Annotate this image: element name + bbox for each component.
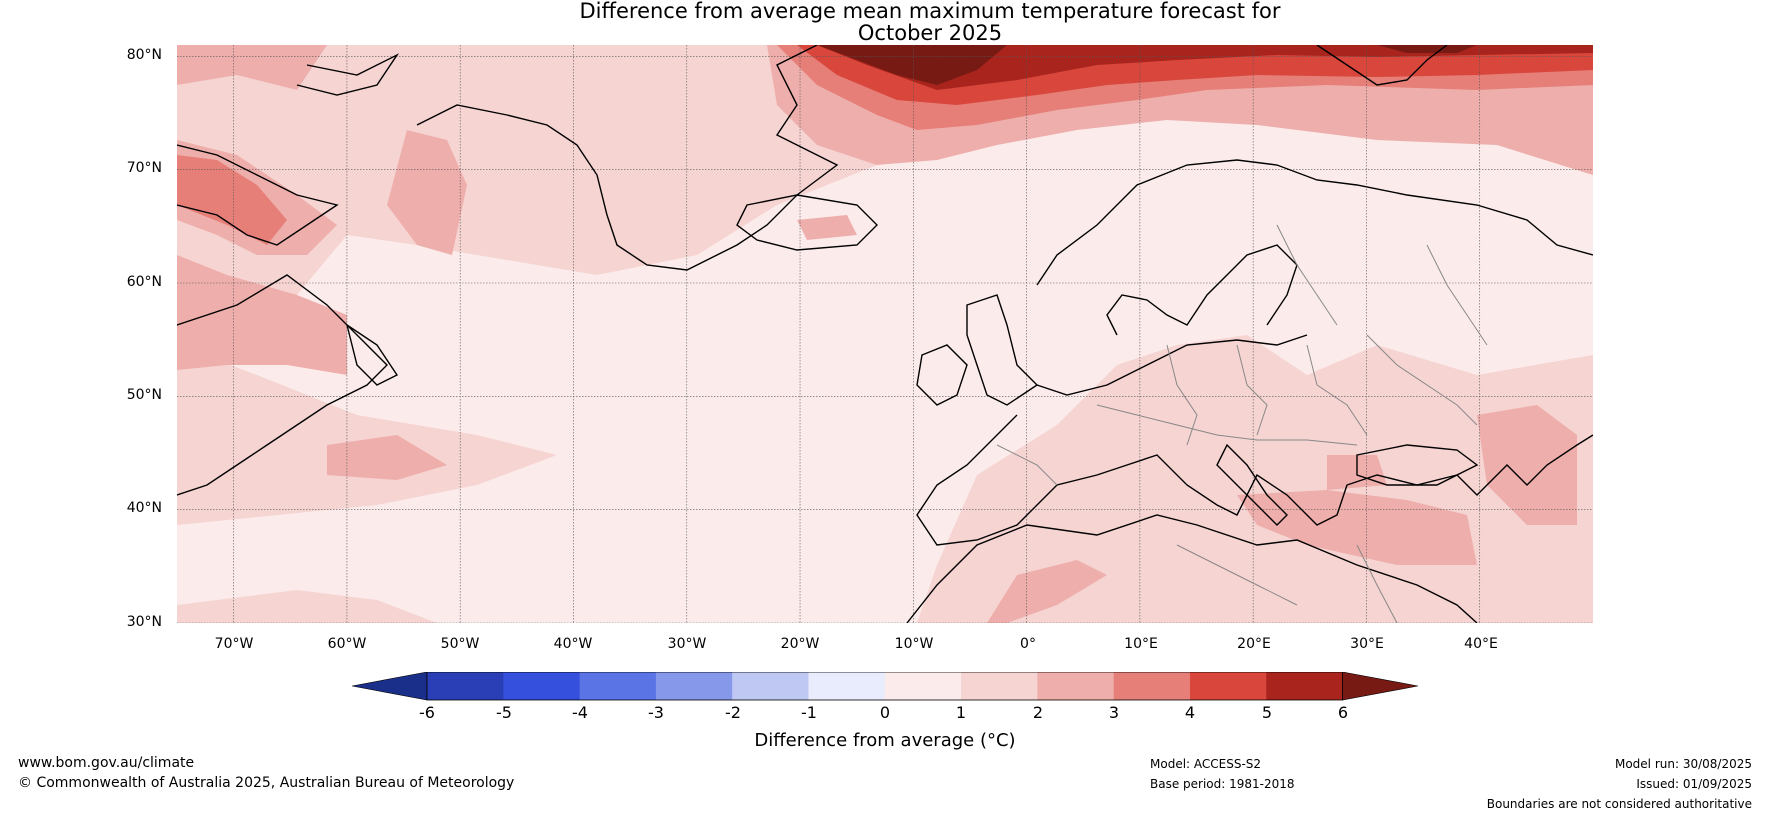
colorbar-tick-4: 4 — [1184, 703, 1196, 722]
country-borders — [996, 224, 1488, 623]
colorbar-segment — [808, 672, 886, 700]
colorbar-tick-6: 6 — [1337, 703, 1349, 722]
lon-label-60w: 60°W — [327, 636, 367, 652]
lon-label-70w: 70°W — [214, 636, 254, 652]
colorbar-tick-neg6: -6 — [419, 703, 435, 722]
disclaimer-text: Boundaries are not considered authoritat… — [1486, 797, 1752, 811]
lon-label-10w: 10°W — [894, 636, 934, 652]
colorbar-tick-neg3: -3 — [648, 703, 664, 722]
base-period-text: Base period: 1981-2018 — [1150, 777, 1295, 791]
colorbar-segment — [1266, 672, 1344, 700]
lat-label-80n: 80°N — [126, 47, 162, 63]
lon-label-0: 0° — [1020, 636, 1036, 652]
lat-label-70n: 70°N — [126, 160, 162, 176]
lat-label-50n: 50°N — [126, 387, 162, 403]
model-run-text: Model run: 30/08/2025 — [1614, 757, 1752, 771]
colorbar-label: Difference from average (°C) — [754, 730, 1016, 751]
colorbar-tick-1: 1 — [955, 703, 967, 722]
website-text: www.bom.gov.au/climate — [18, 755, 195, 771]
colorbar-extend-high — [1342, 672, 1418, 701]
colorbar-segment — [1037, 672, 1115, 700]
lat-label-60n: 60°N — [126, 274, 162, 290]
lon-label-30e: 30°E — [1350, 636, 1384, 652]
chart-title-line2: October 2025 — [857, 21, 1003, 45]
colorbar-segment — [655, 672, 733, 700]
lon-label-40e: 40°E — [1464, 636, 1498, 652]
colorbar-segment — [503, 672, 581, 700]
lon-label-30w: 30°W — [667, 636, 707, 652]
colorbar-segment — [427, 672, 504, 700]
colorbar-frame — [426, 672, 1343, 701]
forecast-map — [177, 45, 1593, 623]
colorbar — [352, 672, 1418, 701]
colorbar-segment — [961, 672, 1038, 700]
anomaly-band-above-6 — [817, 45, 1477, 85]
coastlines — [177, 45, 1593, 623]
colorbar-segment — [1190, 672, 1267, 700]
colorbar-tick-0: 0 — [879, 703, 891, 722]
colorbar-segment — [884, 672, 962, 700]
model-text: Model: ACCESS-S2 — [1150, 757, 1262, 771]
lon-label-10e: 10°E — [1124, 636, 1158, 652]
copyright-text: © Commonwealth of Australia 2025, Austra… — [18, 775, 515, 791]
colorbar-extend-low — [352, 672, 428, 701]
lon-label-50w: 50°W — [440, 636, 480, 652]
colorbar-segment — [1113, 672, 1191, 700]
colorbar-segment — [579, 672, 657, 700]
lat-label-30n: 30°N — [126, 614, 162, 630]
issued-text: Issued: 01/09/2025 — [1636, 777, 1752, 791]
lon-label-20e: 20°E — [1237, 636, 1271, 652]
colorbar-tick-3: 3 — [1108, 703, 1120, 722]
lon-label-40w: 40°W — [553, 636, 593, 652]
colorbar-tick-2: 2 — [1032, 703, 1044, 722]
chart-title-line1: Difference from average mean maximum tem… — [579, 0, 1281, 23]
colorbar-tick-neg5: -5 — [496, 703, 512, 722]
colorbar-tick-neg4: -4 — [572, 703, 588, 722]
lat-label-40n: 40°N — [126, 500, 162, 516]
lon-label-20w: 20°W — [780, 636, 820, 652]
colorbar-segment — [732, 672, 809, 700]
colorbar-tick-neg2: -2 — [725, 703, 741, 722]
colorbar-tick-neg1: -1 — [801, 703, 817, 722]
colorbar-tick-5: 5 — [1261, 703, 1273, 722]
